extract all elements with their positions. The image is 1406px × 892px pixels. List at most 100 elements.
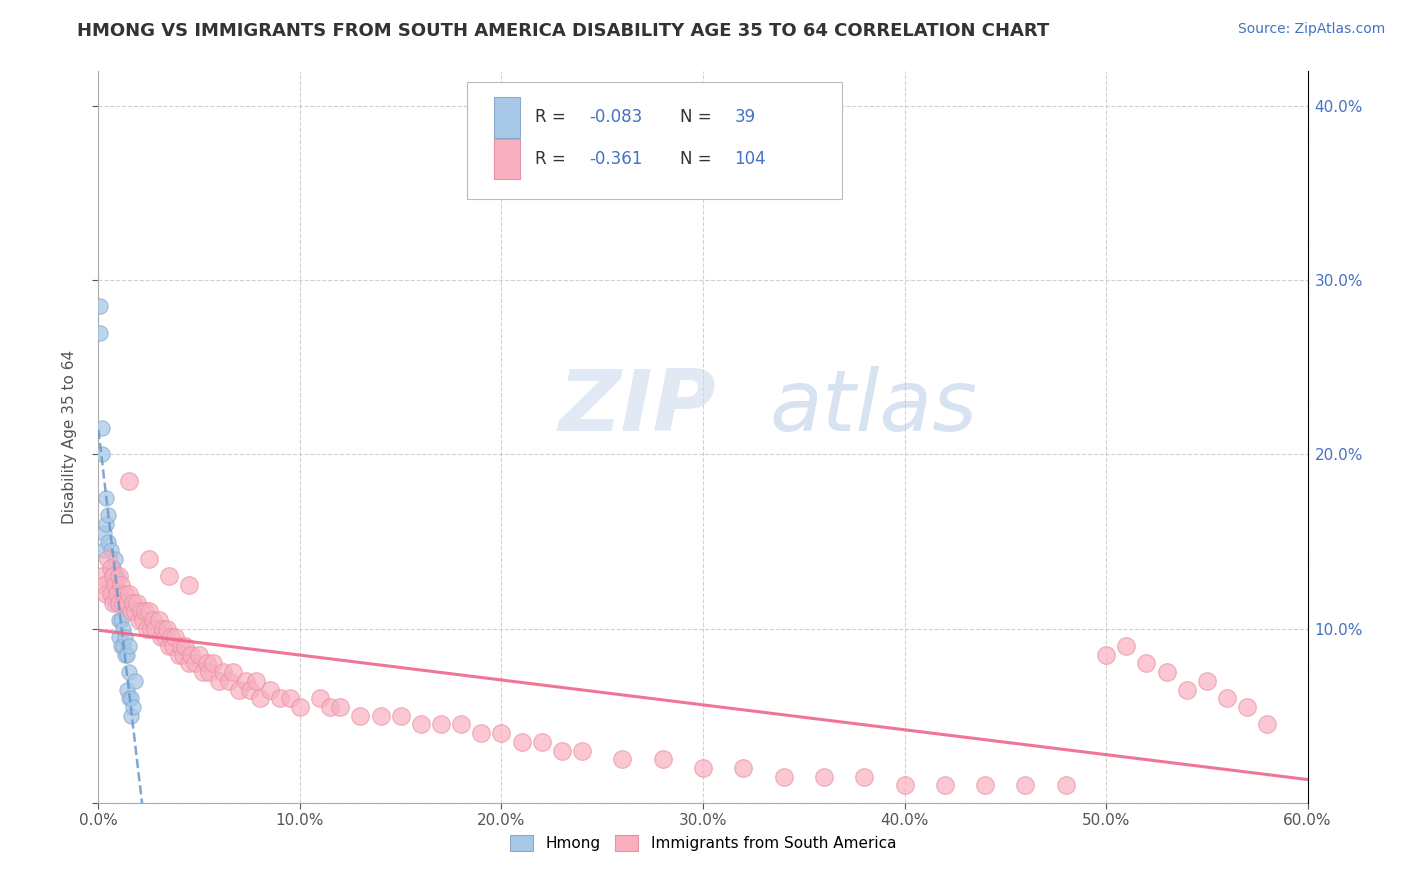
Point	[1236, 700, 1258, 714]
Text: N =: N =	[681, 109, 711, 127]
Point	[120, 708, 142, 723]
Point	[114, 631, 136, 645]
Point	[450, 717, 472, 731]
Point	[125, 595, 148, 609]
Point	[1054, 778, 1077, 792]
Point	[124, 673, 146, 688]
Point	[249, 691, 271, 706]
Point	[172, 648, 194, 662]
Point	[100, 569, 122, 583]
Point	[91, 448, 114, 462]
Point	[105, 569, 128, 583]
Point	[184, 657, 207, 671]
Point	[772, 770, 794, 784]
Point	[198, 665, 221, 680]
Point	[163, 631, 186, 645]
Point	[110, 639, 132, 653]
Point	[111, 595, 134, 609]
Point	[551, 743, 574, 757]
Point	[101, 578, 124, 592]
Point	[103, 552, 125, 566]
Point	[162, 639, 184, 653]
Point	[138, 552, 160, 566]
FancyBboxPatch shape	[494, 97, 520, 137]
Point	[1216, 691, 1239, 706]
Point	[97, 508, 120, 523]
Point	[103, 578, 125, 592]
Text: R =: R =	[534, 109, 565, 127]
Point	[651, 752, 673, 766]
Point	[107, 595, 129, 609]
Point	[208, 673, 231, 688]
Point	[118, 639, 141, 653]
Point	[121, 700, 143, 714]
Point	[114, 648, 136, 662]
Point	[188, 648, 211, 662]
Point	[134, 604, 156, 618]
Point	[91, 421, 114, 435]
Point	[138, 604, 160, 618]
Point	[142, 613, 165, 627]
Text: atlas: atlas	[769, 367, 977, 450]
Point	[118, 691, 141, 706]
Point	[93, 525, 115, 540]
Point	[389, 708, 412, 723]
Point	[179, 657, 201, 671]
Point	[239, 682, 262, 697]
Point	[105, 587, 128, 601]
Point	[195, 657, 218, 671]
Point	[100, 543, 122, 558]
Point	[1175, 682, 1198, 697]
Point	[93, 543, 115, 558]
Point	[101, 560, 124, 574]
Point	[128, 613, 150, 627]
Point	[120, 604, 142, 618]
Point	[259, 682, 281, 697]
Point	[89, 300, 111, 314]
Point	[222, 665, 245, 680]
Point	[235, 673, 257, 688]
Point	[124, 604, 146, 618]
Point	[288, 700, 311, 714]
Point	[103, 595, 125, 609]
Point	[1135, 657, 1157, 671]
Point	[111, 622, 134, 636]
Point	[733, 761, 755, 775]
Point	[1014, 778, 1036, 792]
Point	[409, 717, 432, 731]
Point	[1115, 639, 1137, 653]
Point	[278, 691, 301, 706]
Point	[228, 682, 250, 697]
Point	[218, 673, 240, 688]
Point	[105, 587, 128, 601]
Point	[111, 639, 134, 653]
Point	[96, 491, 118, 505]
Point	[110, 595, 132, 609]
Point	[157, 569, 180, 583]
Point	[309, 691, 332, 706]
Point	[853, 770, 876, 784]
Point	[157, 639, 180, 653]
Point	[692, 761, 714, 775]
Point	[813, 770, 835, 784]
Point	[107, 613, 129, 627]
Point	[139, 622, 162, 636]
Point	[103, 569, 125, 583]
Text: R =: R =	[534, 150, 565, 168]
Point	[115, 648, 138, 662]
Point	[1095, 648, 1118, 662]
Point	[179, 578, 201, 592]
Point	[1256, 717, 1278, 731]
Text: HMONG VS IMMIGRANTS FROM SOUTH AMERICA DISABILITY AGE 35 TO 64 CORRELATION CHART: HMONG VS IMMIGRANTS FROM SOUTH AMERICA D…	[77, 22, 1050, 40]
Point	[107, 569, 129, 583]
Point	[470, 726, 492, 740]
Point	[93, 578, 115, 592]
Point	[107, 631, 129, 645]
Point	[193, 665, 215, 680]
Point	[96, 587, 118, 601]
Point	[135, 622, 157, 636]
Point	[143, 622, 166, 636]
Point	[118, 587, 141, 601]
Point	[319, 700, 342, 714]
Point	[612, 752, 634, 766]
